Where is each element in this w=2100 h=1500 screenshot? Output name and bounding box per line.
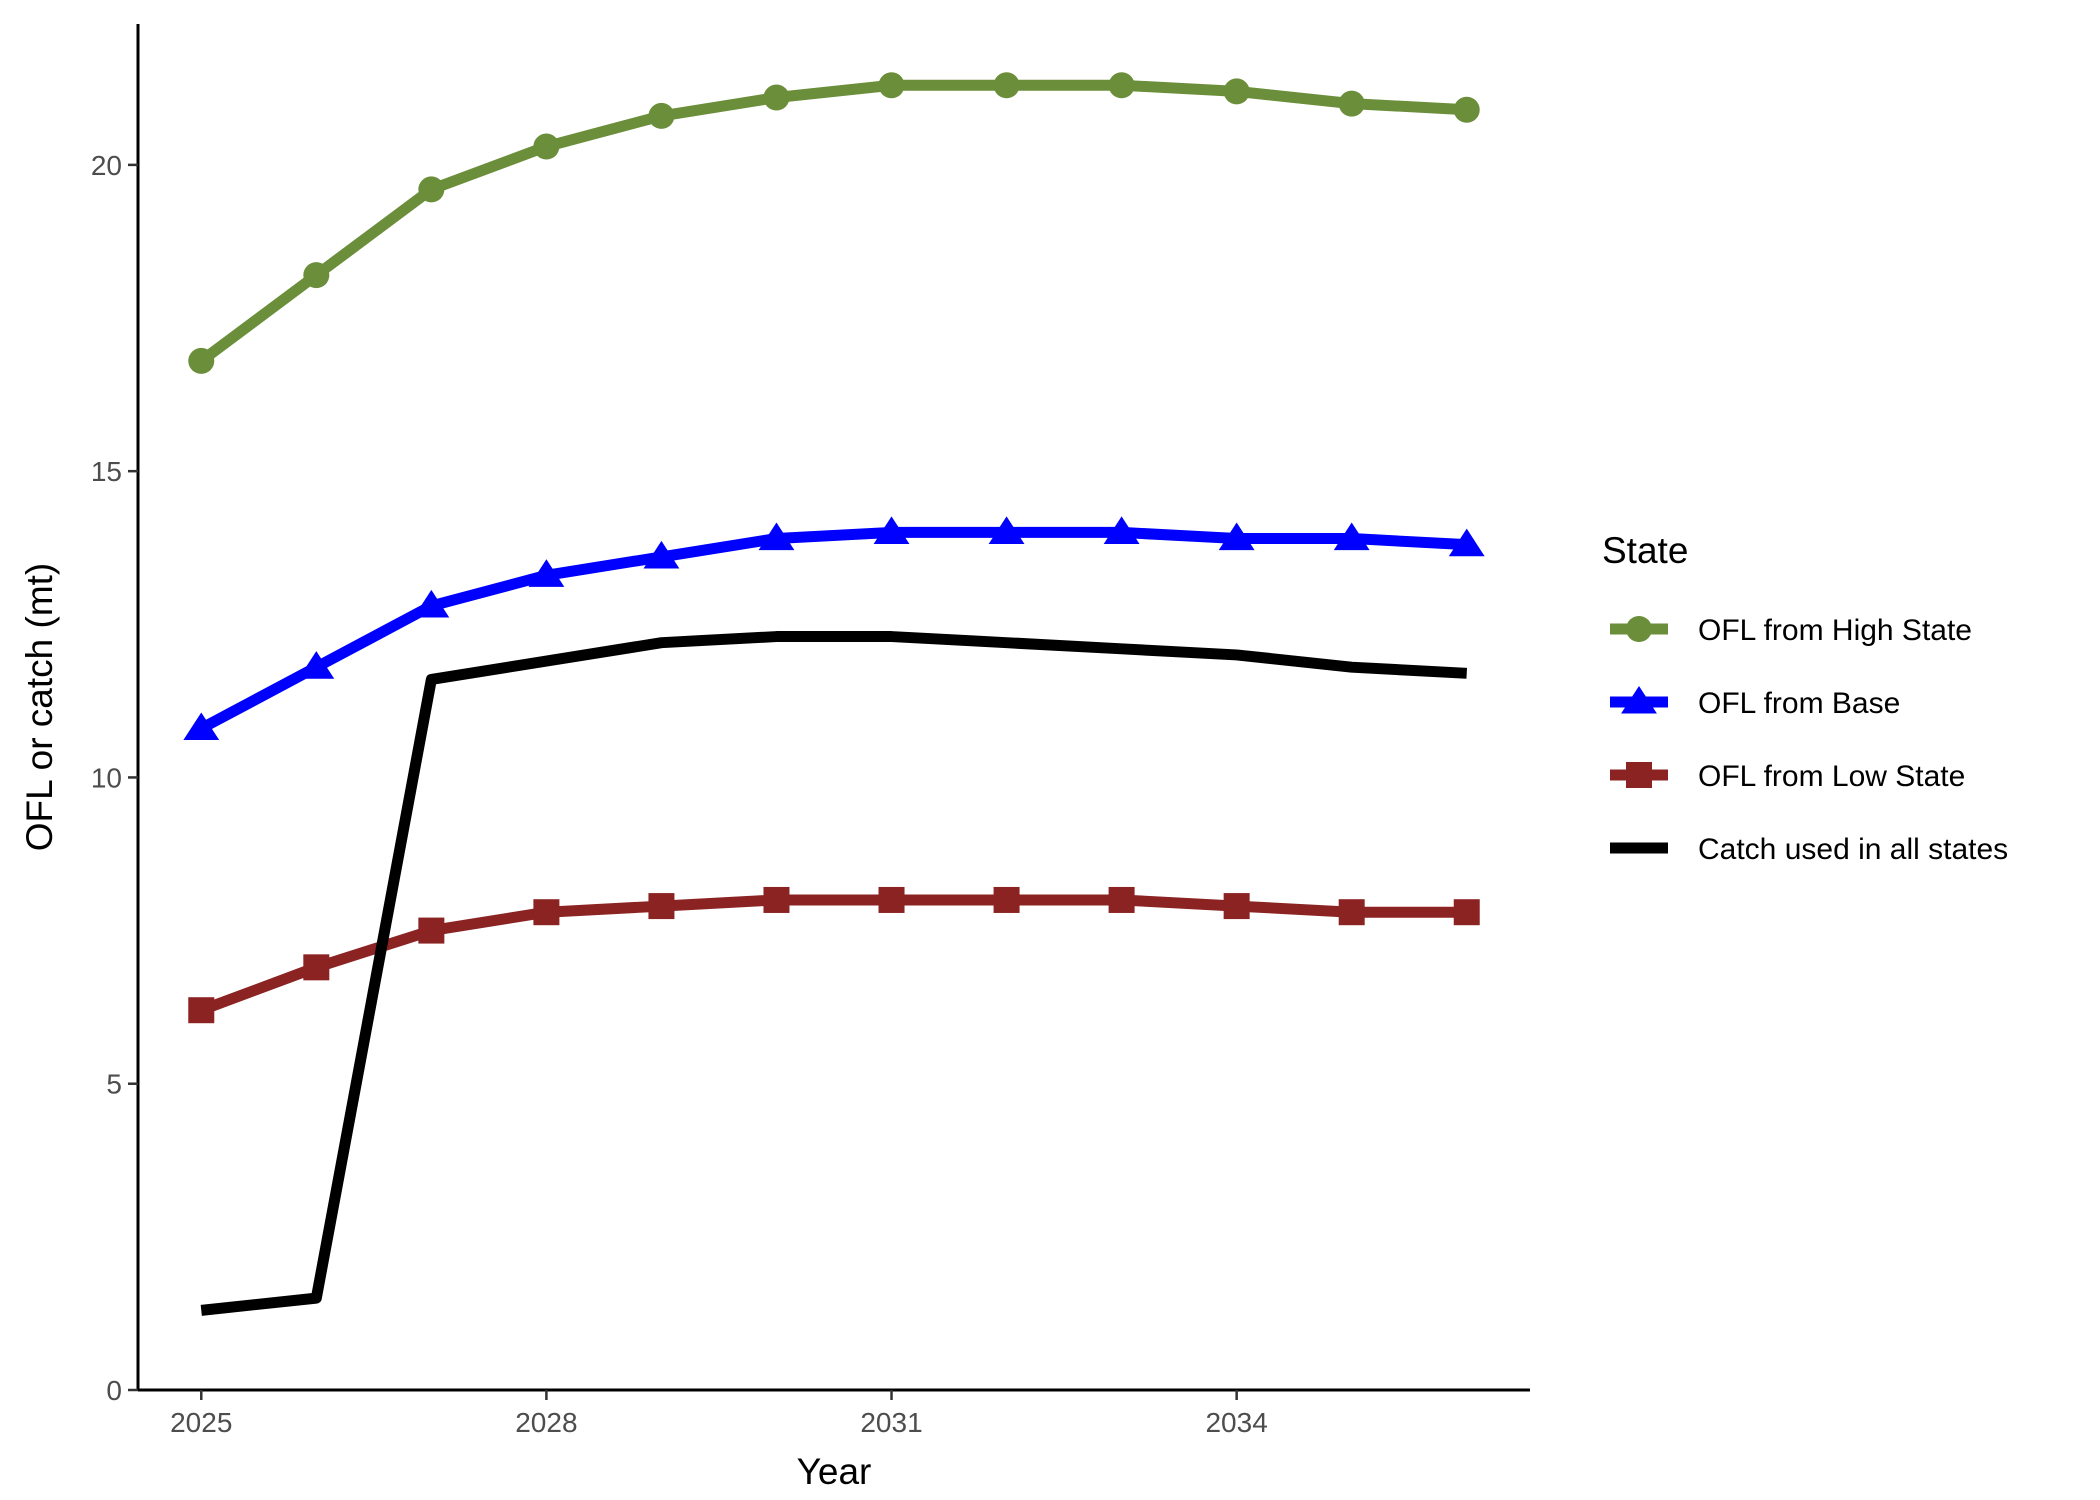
legend-label: Catch used in all states <box>1698 833 2008 866</box>
data-point <box>418 917 445 944</box>
data-point <box>763 886 790 913</box>
y-tick-label: 20 <box>91 150 122 181</box>
y-tick-label: 15 <box>91 456 122 487</box>
data-point <box>878 72 905 99</box>
axes: 0 5 10 15 20 2025 2028 2031 2034 <box>91 24 1530 1438</box>
data-point <box>413 589 450 618</box>
series-ofl-from-low-state <box>188 886 1480 1024</box>
data-point <box>1108 886 1135 913</box>
data-point <box>1448 528 1485 557</box>
data-point <box>418 176 445 203</box>
data-point <box>993 886 1020 913</box>
data-point <box>1333 522 1370 551</box>
data-point <box>873 516 910 544</box>
data-point <box>763 84 790 111</box>
data-point <box>188 347 215 374</box>
legend-key-marker <box>1621 686 1657 714</box>
data-point <box>758 522 795 551</box>
data-point <box>1453 899 1480 926</box>
plot-area <box>183 72 1485 1316</box>
data-point <box>1223 893 1250 920</box>
x-axis-ticks: 2025 2028 2031 2034 <box>170 1390 1268 1438</box>
data-point <box>183 712 220 740</box>
legend-item: Catch used in all states <box>1610 833 2008 866</box>
data-point <box>878 886 905 913</box>
legend-item: OFL from High State <box>1610 614 1972 647</box>
data-point <box>643 540 680 569</box>
data-point <box>303 954 330 981</box>
data-point <box>528 559 565 587</box>
y-tick-label: 5 <box>106 1069 122 1100</box>
y-axis-title: OFL or catch (mt) <box>19 563 60 852</box>
x-tick-label: 2025 <box>170 1407 232 1438</box>
series-ofl-from-base <box>183 516 1485 740</box>
data-point <box>533 899 560 926</box>
series-ofl-from-high-state <box>188 72 1480 374</box>
legend-key-marker <box>1626 616 1652 642</box>
series-line <box>198 526 1468 734</box>
y-tick-label: 0 <box>106 1375 122 1406</box>
data-point <box>993 72 1020 99</box>
series-line <box>200 631 1468 1316</box>
data-point <box>1218 522 1255 551</box>
data-point <box>1338 899 1365 926</box>
data-point <box>298 651 335 679</box>
x-tick-label: 2034 <box>1205 1407 1267 1438</box>
legend-item: OFL from Base <box>1610 686 1900 720</box>
legend-label: OFL from Base <box>1698 687 1900 720</box>
data-point <box>1223 78 1250 105</box>
legend-key-marker <box>1626 762 1652 788</box>
legend-label: OFL from Low State <box>1698 760 1965 793</box>
data-point <box>533 133 560 160</box>
series-line <box>199 894 1467 1016</box>
x-tick-label: 2028 <box>515 1407 577 1438</box>
legend-title: State <box>1602 530 1688 571</box>
data-point <box>1453 96 1480 123</box>
series-line <box>197 79 1468 366</box>
data-point <box>648 102 675 129</box>
data-point <box>1103 516 1140 544</box>
data-point <box>303 262 330 289</box>
data-point <box>1108 72 1135 99</box>
series-catch-used-in-all-states <box>200 631 1468 1316</box>
y-tick-label: 10 <box>91 762 122 793</box>
data-point <box>988 516 1025 544</box>
data-point <box>648 893 675 920</box>
x-tick-label: 2031 <box>860 1407 922 1438</box>
data-point <box>1338 90 1365 117</box>
y-axis-ticks: 0 5 10 15 20 <box>91 150 138 1406</box>
legend-label: OFL from High State <box>1698 614 1972 647</box>
legend-item: OFL from Low State <box>1610 760 1965 793</box>
x-axis-title: Year <box>797 1451 872 1492</box>
legend-items: OFL from High State OFL from Base OFL from… <box>1610 614 2008 866</box>
data-point <box>188 997 215 1024</box>
